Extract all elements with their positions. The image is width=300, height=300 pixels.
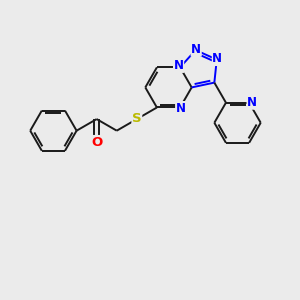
Text: N: N: [191, 43, 201, 56]
Text: S: S: [132, 112, 142, 125]
Text: O: O: [91, 136, 102, 148]
Text: N: N: [176, 102, 186, 115]
Text: N: N: [212, 52, 222, 65]
Text: N: N: [174, 59, 184, 72]
Text: N: N: [247, 96, 257, 109]
